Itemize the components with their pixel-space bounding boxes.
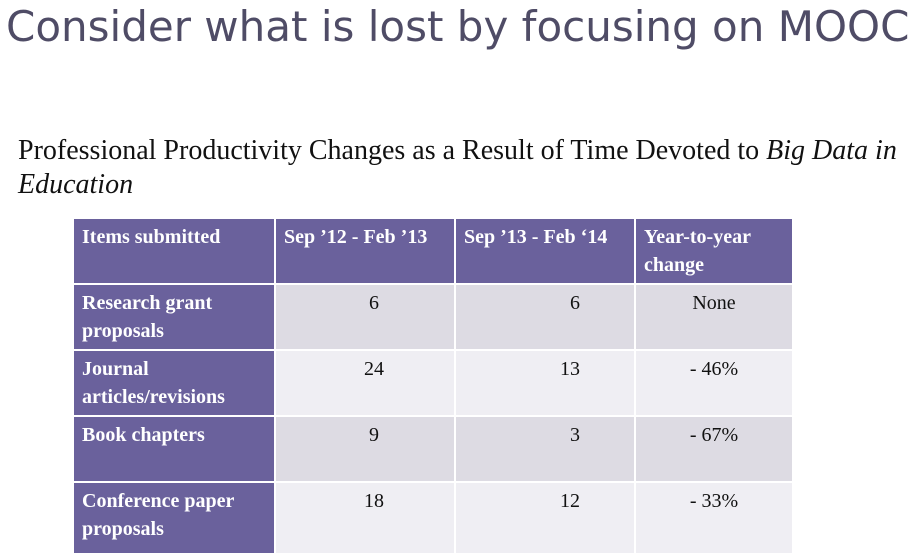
caption-italic-text: Big Data in Education (18, 135, 897, 200)
row-label: Book chapters (72, 415, 276, 483)
period-1-value: 24 (274, 349, 456, 417)
period-1-value: 9 (274, 415, 456, 483)
table-header-row: Items submitted Sep ’12 - Feb ’13 Sep ’1… (72, 217, 794, 285)
period-2-value: 6 (454, 283, 636, 351)
header-year-to-year-change: Year-to-year change (634, 217, 794, 285)
row-label: Journal articles/revisions (72, 349, 276, 417)
period-2-value: 12 (454, 481, 636, 555)
header-items-submitted: Items submitted (72, 217, 276, 285)
table-row: Book chapters 9 3 - 67% (72, 415, 794, 483)
slide-title: Consider what is lost by focusing on MOO… (6, 2, 910, 51)
caption-text: Professional Productivity Changes as a R… (18, 135, 767, 166)
row-label: Research grant proposals (72, 283, 276, 351)
period-1-value: 6 (274, 283, 456, 351)
change-value: - 67% (634, 415, 794, 483)
table-row: Research grant proposals 6 6 None (72, 283, 794, 351)
header-period-1: Sep ’12 - Feb ’13 (274, 217, 456, 285)
change-value: - 33% (634, 481, 794, 555)
period-1-value: 18 (274, 481, 456, 555)
productivity-table: Items submitted Sep ’12 - Feb ’13 Sep ’1… (72, 217, 794, 555)
row-label: Conference paper proposals (72, 481, 276, 555)
period-2-value: 3 (454, 415, 636, 483)
header-period-2: Sep ’13 - Feb ‘14 (454, 217, 636, 285)
period-2-value: 13 (454, 349, 636, 417)
table-row: Conference paper proposals 18 12 - 33% (72, 481, 794, 555)
change-value: - 46% (634, 349, 794, 417)
table-row: Journal articles/revisions 24 13 - 46% (72, 349, 794, 417)
table-caption: Professional Productivity Changes as a R… (18, 134, 914, 202)
change-value: None (634, 283, 794, 351)
